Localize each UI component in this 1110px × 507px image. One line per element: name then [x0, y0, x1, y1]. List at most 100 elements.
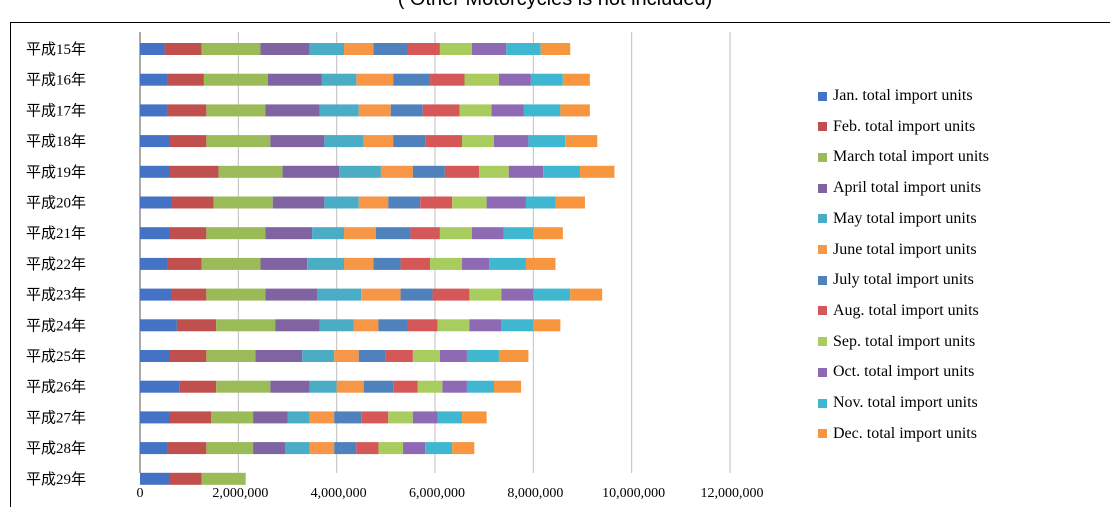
bar-segment [425, 135, 463, 148]
bar-segment [270, 135, 325, 148]
bar-segment [140, 350, 170, 362]
bar-segment [167, 104, 207, 117]
legend-label: Aug. total import units [833, 301, 979, 319]
bar-segment [555, 196, 585, 209]
bar-segment [179, 380, 217, 393]
x-tick-label: 0 [137, 486, 144, 501]
bar-segment [164, 43, 202, 55]
bar-segment [358, 196, 389, 209]
legend-item: July total import units [818, 268, 974, 292]
bar-segment [437, 319, 470, 332]
category-label: 平成24年 [26, 317, 86, 334]
category-label: 平成25年 [26, 348, 86, 365]
legend-item: June total import units [818, 238, 977, 262]
bar-segment [489, 257, 526, 270]
bar-segment [471, 227, 504, 240]
bar-segment [393, 73, 431, 86]
legend-label: April total import units [833, 179, 981, 197]
bar-segment [533, 288, 571, 301]
bar-segment [459, 104, 492, 117]
bar-segment [356, 442, 379, 455]
bar-segment [169, 411, 212, 424]
bar-segment [358, 104, 391, 117]
bar-segment [525, 257, 556, 270]
bar-segment [309, 442, 335, 455]
legend-swatch [818, 337, 827, 347]
bar-segment [412, 165, 445, 178]
x-tick-label: 12,000,000 [701, 486, 764, 501]
bar-segment [376, 227, 411, 240]
bar-segment [339, 165, 381, 178]
bar-segment [486, 196, 526, 209]
bar-segment [378, 319, 408, 332]
bar-segment [206, 442, 254, 455]
bar-segment [430, 257, 463, 270]
legend-item: May total import units [818, 207, 977, 231]
x-tick-label: 2,000,000 [212, 486, 268, 501]
bar-segment [361, 288, 401, 301]
bar-segment [479, 165, 509, 178]
bar-segment [528, 135, 566, 148]
bar-segment [334, 350, 359, 362]
legend-item: Nov. total import units [818, 391, 978, 415]
bar-segment [260, 43, 310, 55]
legend-item: Sep. total import units [818, 330, 975, 354]
bar-segment [216, 319, 276, 332]
bar-segment [530, 73, 563, 86]
bar-segment [140, 227, 170, 240]
bar-segment [201, 43, 261, 55]
bar-segment [324, 135, 364, 148]
bar-segment [373, 257, 401, 270]
legend-item: Oct. total import units [818, 360, 974, 384]
bar-segment [334, 442, 357, 455]
bar-segment [430, 73, 465, 86]
bar-segment [272, 196, 325, 209]
bar-segment [312, 227, 345, 240]
bar-segment [140, 442, 168, 455]
bar-segment [253, 442, 286, 455]
legend-swatch [818, 152, 827, 162]
bar-segment [543, 165, 581, 178]
bar-segment [140, 380, 180, 393]
bar-segment [562, 73, 590, 86]
bar-segment [319, 319, 354, 332]
bar-segment [469, 288, 502, 301]
bar-segment [420, 196, 453, 209]
bar-segment [265, 288, 317, 301]
legend-label: Jan. total import units [833, 87, 973, 104]
bar-segment [171, 196, 214, 209]
category-label: 平成26年 [26, 379, 86, 396]
bar-segment [344, 43, 374, 55]
bar-segment [309, 380, 337, 393]
bar-segment [213, 196, 273, 209]
bar-segment [206, 350, 256, 362]
bar-segment [140, 104, 168, 117]
bar-segment [353, 319, 379, 332]
bar-segment [494, 380, 522, 393]
bar-segment [390, 104, 423, 117]
bar-segment [255, 350, 303, 362]
bar-segment [253, 411, 288, 424]
bar-segment [140, 135, 170, 148]
bar-segment [334, 411, 362, 424]
legend-item: April total import units [818, 176, 981, 200]
x-tick-label: 10,000,000 [602, 486, 665, 501]
bar-segment [206, 288, 266, 301]
bar-segment [432, 288, 470, 301]
bar-segment [466, 350, 499, 362]
bar-segment [307, 257, 345, 270]
bar-segment [410, 227, 440, 240]
bar-segment [363, 135, 394, 148]
chart-frame [10, 22, 1110, 507]
category-label: 平成28年 [26, 440, 86, 457]
bar-segment [565, 135, 598, 148]
bar-segment [267, 73, 322, 86]
legend-label: Oct. total import units [833, 363, 975, 381]
category-label: 平成21年 [26, 225, 86, 242]
bar-segment [439, 350, 467, 362]
bar-segment [169, 472, 202, 485]
bar-segment [203, 73, 268, 86]
bar-segment [169, 227, 207, 240]
bar-segment [356, 73, 394, 86]
category-label: 平成18年 [26, 133, 86, 150]
